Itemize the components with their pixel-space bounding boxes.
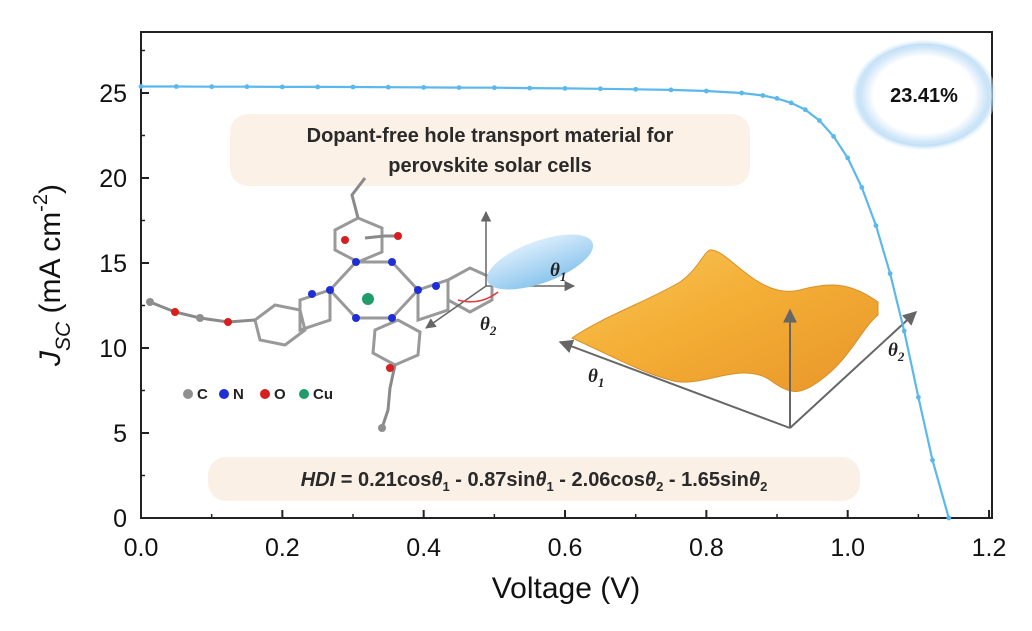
x-axis-ticks: 0.0 0.2 0.4 0.6 0.8 1.0 1.2 [124, 510, 1007, 562]
jv-data-point [887, 271, 893, 276]
atom-legend-label-n: N [233, 386, 244, 403]
x-tick-label: 1.0 [830, 534, 865, 562]
y-axis-title-units: (mA cm [34, 212, 67, 322]
y-tick-label: 20 [99, 165, 127, 193]
jv-data-point [845, 155, 851, 161]
efficiency-bubble: 23.41% [852, 40, 996, 150]
jv-data-point [774, 96, 780, 101]
y-axis-title-sub: SC [52, 321, 75, 351]
jv-data-point [492, 85, 497, 91]
x-tick-label: 0.8 [689, 534, 724, 562]
jv-data-point [527, 85, 533, 91]
jv-data-point [562, 86, 568, 91]
svg-text:JSC (mA cm-2): JSC (mA cm-2) [30, 184, 75, 367]
y-tick-label: 25 [99, 80, 127, 108]
jv-data-point [315, 84, 321, 90]
jv-data-point [598, 86, 603, 92]
y-axis-ticks: 0 5 10 15 20 25 [99, 49, 149, 533]
jv-data-point [244, 84, 250, 90]
jv-data-point [739, 90, 745, 96]
jv-data-point [350, 84, 356, 90]
theta-1-label-surface: θ1 [588, 366, 604, 390]
atom-legend-label-cu: Cu [313, 386, 333, 403]
atom-legend: C N O Cu [183, 386, 333, 403]
x-axis-title: Voltage (V) [492, 572, 640, 605]
phenyl-rotor-cylinder [486, 234, 594, 290]
y-axis-title-exp: -2 [30, 194, 52, 212]
hdi-equation: HDI = 0.21cosθ1 - 0.87sinθ1 - 2.06cosθ2 … [301, 469, 768, 494]
jv-data-point [930, 457, 935, 463]
atom-legend-swatch-c [183, 389, 193, 399]
x-tick-label: 1.2 [972, 534, 1007, 562]
jv-data-point [946, 515, 952, 521]
jv-data-point [831, 134, 836, 139]
annotation-title-line-2: perovskite solar cells [388, 155, 591, 177]
jv-data-point [173, 84, 179, 89]
atom-legend-swatch-o [260, 389, 270, 399]
jv-data-point [633, 86, 639, 92]
annotation-title-box: Dopant-free hole transport material for … [230, 114, 750, 186]
theta-1-label-rotor: θ1 [550, 260, 566, 284]
jv-curve-line [141, 85, 950, 519]
jv-data-point [385, 84, 391, 90]
molecule-illustration [146, 177, 494, 432]
annotation-title-line-1: Dopant-free hole transport material for [307, 125, 674, 147]
energy-surface: θ1 θ2 [558, 249, 918, 429]
x-tick-label: 0.6 [548, 534, 583, 562]
y-axis-title: JSC (mA cm-2) [30, 184, 75, 367]
x-tick-label: 0.4 [406, 534, 441, 562]
jv-data-point [802, 107, 808, 113]
jv-data-point [873, 223, 879, 229]
jv-data-point [788, 100, 794, 106]
atom-legend-label-c: C [197, 386, 208, 403]
theta-2-label-rotor: θ2 [480, 314, 497, 338]
efficiency-label: 23.41% [890, 85, 958, 107]
x-tick-label: 0.2 [265, 534, 300, 562]
x-tick-label: 0.0 [124, 534, 159, 562]
atom-legend-swatch-n [219, 389, 229, 399]
y-tick-label: 15 [99, 250, 127, 278]
jv-data-point [279, 84, 285, 90]
jv-data-point [668, 87, 674, 93]
jv-data-point [817, 118, 822, 123]
jv-data-point [421, 85, 427, 90]
jv-data-point [138, 84, 144, 89]
atom-legend-label-o: O [274, 386, 286, 403]
jv-data-point [901, 328, 907, 334]
jv-data-point [704, 88, 709, 94]
jv-series [138, 84, 952, 521]
y-axis-title-main: J [34, 350, 67, 367]
jv-data-point [916, 394, 921, 400]
theta-2-label-surface: θ2 [888, 340, 905, 364]
plot-frame [140, 31, 993, 519]
jv-data-point [456, 85, 462, 90]
jv-data-point [760, 93, 766, 98]
jv-data-point [859, 185, 865, 190]
y-tick-label: 5 [113, 420, 127, 448]
y-axis-title-close: ) [34, 184, 67, 194]
y-tick-label: 10 [99, 335, 127, 363]
atom-legend-swatch-cu [299, 389, 309, 399]
angle-diagram: θ1 θ2 [425, 210, 594, 338]
y-tick-label: 0 [113, 505, 127, 533]
jv-data-point [209, 84, 215, 90]
hdi-equation-box: HDI = 0.21cosθ1 - 0.87sinθ1 - 2.06cosθ2 … [208, 457, 860, 501]
